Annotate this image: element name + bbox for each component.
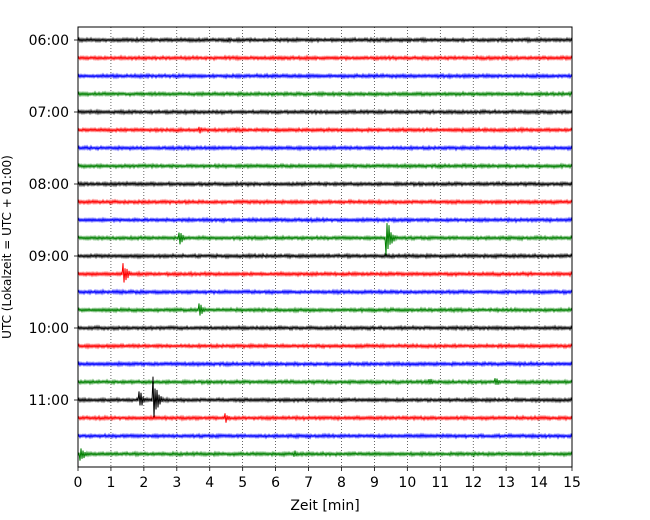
- trace-0915: [77, 263, 573, 283]
- vertical-grid: [110, 27, 540, 467]
- trace-1115: [77, 413, 573, 423]
- traces: [77, 36, 573, 461]
- trace-0630: [77, 72, 573, 80]
- x-tick-label: 2: [139, 475, 148, 491]
- trace-0645: [77, 90, 573, 98]
- trace-0815: [77, 198, 573, 206]
- trace-0600: [77, 36, 573, 44]
- x-tick-label: 8: [337, 475, 346, 491]
- x-tick-label: 9: [370, 475, 379, 491]
- trace-0715: [77, 126, 573, 134]
- x-tick-label: 1: [106, 475, 115, 491]
- y-tick-label: 10:00: [29, 321, 69, 337]
- x-tick-label: 12: [464, 475, 482, 491]
- y-tick-label: 11:00: [29, 393, 69, 409]
- y-tick-label: 09:00: [29, 249, 69, 265]
- trace-1130: [77, 432, 573, 440]
- trace-0730: [77, 143, 573, 152]
- y-tick-label: 07:00: [29, 105, 69, 121]
- trace-0830: [77, 216, 573, 224]
- x-tick-label: 3: [172, 475, 181, 491]
- y-axis: 06:00 07:00 08:00 09:00 10:00 11:00: [29, 33, 78, 409]
- y-tick-label: 06:00: [29, 33, 69, 49]
- trace-0930: [77, 288, 573, 296]
- trace-0745: [77, 162, 573, 170]
- trace-0900: [77, 252, 573, 260]
- x-axis-label: Zeit [min]: [290, 498, 359, 514]
- trace-1100: [77, 376, 573, 418]
- plot-frame: [77, 26, 573, 468]
- x-tick-label: 6: [271, 475, 280, 491]
- x-tick-label: 5: [238, 475, 247, 491]
- trace-1045: [77, 378, 573, 386]
- x-tick-label: 15: [563, 475, 581, 491]
- y-tick-label: 08:00: [29, 177, 69, 193]
- x-tick-label: 0: [74, 475, 83, 491]
- trace-0800: [77, 180, 573, 188]
- trace-1030: [77, 360, 573, 368]
- x-tick-label: 7: [304, 475, 313, 491]
- x-tick-label: 10: [398, 475, 416, 491]
- trace-1015: [77, 342, 573, 350]
- trace-1145: [77, 448, 573, 461]
- x-tick-label: 14: [530, 475, 548, 491]
- trace-0615: [77, 54, 573, 62]
- y-axis-label: UTC (Lokalzeit = UTC + 01:00): [0, 155, 14, 339]
- x-axis: 0 1 2 3 4 5 6 7 8 9 10 11 12 13 14 15: [74, 467, 581, 491]
- trace-0845: [77, 223, 573, 256]
- trace-1000: [77, 324, 573, 332]
- trace-0945: [77, 303, 573, 316]
- x-tick-label: 13: [497, 475, 515, 491]
- trace-0700: [77, 108, 573, 116]
- x-tick-label: 11: [431, 475, 449, 491]
- x-tick-label: 4: [205, 475, 214, 491]
